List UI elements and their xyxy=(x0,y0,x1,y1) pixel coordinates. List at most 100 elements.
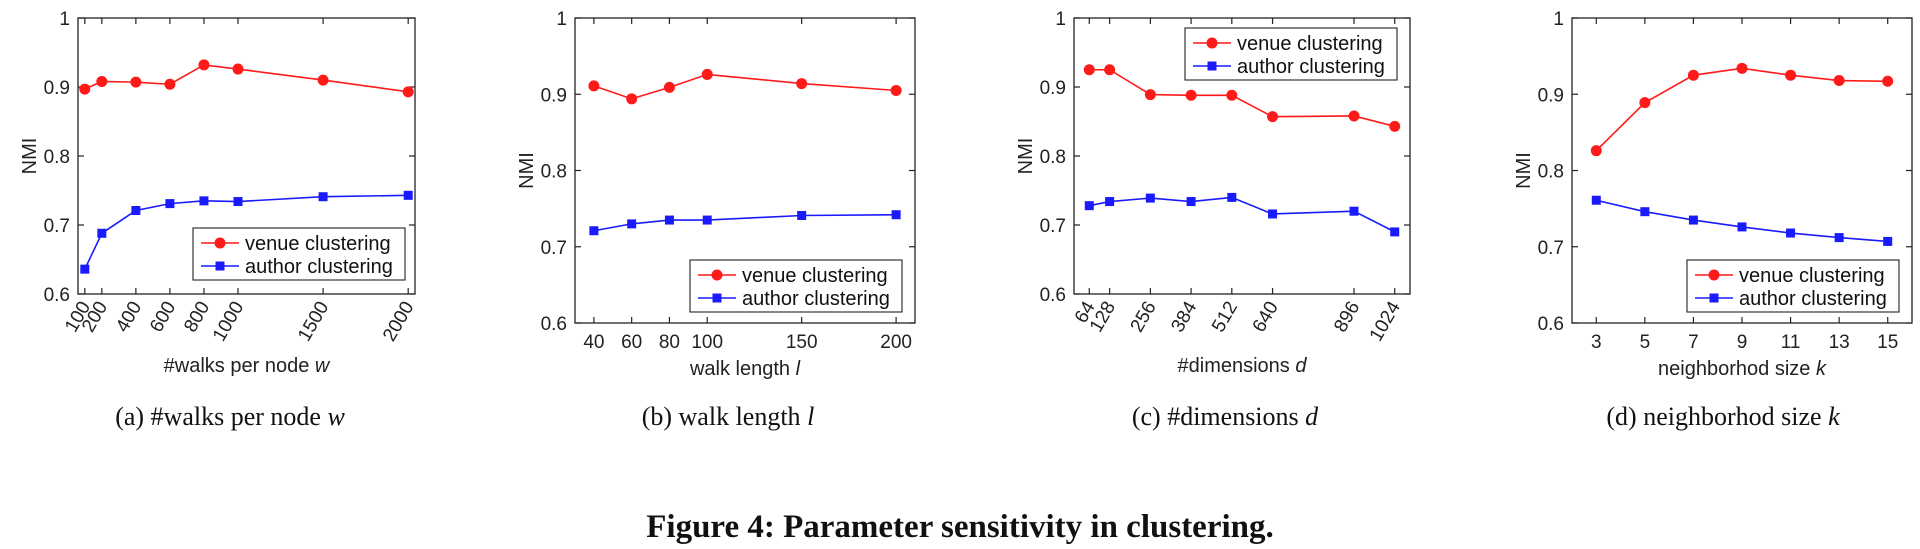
y-tick-label: 0.6 xyxy=(1040,285,1066,306)
y-tick-label: 0.9 xyxy=(1538,85,1564,106)
x-tick-label: 40 xyxy=(583,332,604,353)
y-tick-label: 0.7 xyxy=(44,216,70,237)
x-tick-label: 800 xyxy=(180,298,214,336)
data-point-author xyxy=(1268,209,1278,219)
y-axis-label: NMI xyxy=(516,152,538,189)
data-point-venue xyxy=(1226,89,1238,101)
series-line-author xyxy=(84,194,409,270)
y-tick-label: 1 xyxy=(1055,9,1066,30)
x-axis-label-var: d xyxy=(1295,355,1307,377)
x-axis-label-text: #dimensions xyxy=(1178,355,1296,377)
x-tick-label: 512 xyxy=(1208,298,1242,336)
y-tick-label: 1 xyxy=(1553,9,1564,30)
legend-label: author clustering xyxy=(1237,56,1385,78)
x-tick-label: 3 xyxy=(1591,332,1602,353)
x-tick-label: 400 xyxy=(112,298,146,336)
x-tick-label: 2000 xyxy=(379,298,418,345)
subplot-caption: (d) neighborhod size k xyxy=(1606,402,1840,431)
data-point-venue xyxy=(1687,69,1699,81)
subplot-caption: (b) walk length l xyxy=(642,402,815,431)
caption-text: #walks per node xyxy=(151,402,328,431)
y-tick-label: 0.9 xyxy=(44,78,70,99)
y-tick-label: 0.8 xyxy=(44,147,70,168)
data-point-author xyxy=(233,197,243,207)
x-tick-label: 896 xyxy=(1330,298,1364,336)
x-tick-label: 13 xyxy=(1829,332,1850,353)
y-tick-label: 0.6 xyxy=(1538,314,1564,335)
caption-text: walk length xyxy=(679,402,808,431)
data-point-author xyxy=(1390,227,1400,237)
x-tick-label: 1000 xyxy=(209,298,248,345)
data-point-author xyxy=(403,190,413,200)
legend-marker xyxy=(711,269,723,281)
data-point-venue xyxy=(198,59,210,71)
y-axis-label: NMI xyxy=(1513,152,1535,189)
x-tick-label: 80 xyxy=(659,332,680,353)
legend-label: author clustering xyxy=(742,288,890,310)
figure-title: Figure 4: Parameter sensitivity in clust… xyxy=(646,509,1274,545)
data-point-author xyxy=(1834,233,1844,243)
x-tick-label: 256 xyxy=(1127,298,1161,336)
data-point-author xyxy=(1688,215,1698,225)
series-line-venue xyxy=(84,64,409,93)
legend-marker xyxy=(215,261,225,271)
data-point-venue xyxy=(1104,64,1116,76)
legend-label: venue clustering xyxy=(1237,33,1383,55)
x-tick-label: 100 xyxy=(691,332,723,353)
legend-label: venue clustering xyxy=(742,265,888,287)
data-point-venue xyxy=(1185,89,1197,101)
data-point-venue xyxy=(317,74,329,86)
y-axis-label: NMI xyxy=(19,138,41,175)
x-axis-label-text: #walks per node xyxy=(164,355,315,377)
x-axis-label: #dimensions d xyxy=(1178,355,1308,377)
y-tick-label: 0.7 xyxy=(541,238,567,259)
data-point-author xyxy=(165,199,175,209)
caption-tag: (b) xyxy=(642,402,679,431)
caption-tag: (d) xyxy=(1606,402,1643,431)
data-point-venue xyxy=(1882,75,1894,87)
data-point-author xyxy=(797,210,807,220)
x-tick-label: 640 xyxy=(1249,298,1283,336)
data-point-venue xyxy=(626,93,638,105)
data-point-venue xyxy=(1083,64,1095,76)
x-tick-label: 1024 xyxy=(1366,298,1406,345)
caption-var: k xyxy=(1828,402,1840,431)
data-point-venue xyxy=(1590,145,1602,157)
data-point-author xyxy=(1591,195,1601,205)
x-axis-label-var: w xyxy=(315,355,331,377)
data-point-venue xyxy=(701,68,713,80)
data-point-author xyxy=(1640,207,1650,217)
legend-box xyxy=(1686,259,1900,313)
data-point-author xyxy=(1186,197,1196,207)
x-axis-label-text: walk length xyxy=(689,358,796,380)
data-point-venue xyxy=(1389,120,1401,132)
y-tick-label: 0.8 xyxy=(1040,147,1066,168)
caption-tag: (c) xyxy=(1132,402,1167,431)
x-tick-label: 600 xyxy=(146,298,180,336)
data-point-venue xyxy=(1785,69,1797,81)
subplot-caption: (a) #walks per node w xyxy=(115,402,345,431)
legend-marker xyxy=(1708,269,1720,281)
x-tick-label: 15 xyxy=(1877,332,1898,353)
data-point-author xyxy=(97,228,107,238)
data-point-author xyxy=(131,206,141,216)
legend-label: author clustering xyxy=(1739,288,1887,310)
data-point-author xyxy=(627,219,637,229)
data-point-author xyxy=(318,192,328,202)
x-tick-label: 5 xyxy=(1640,332,1651,353)
subplot-b: 0.6 0.7 0.8 0.9 1 40 60 80 100 150 200 NMI walk leng… xyxy=(516,9,916,431)
caption-text: #dimensions xyxy=(1167,402,1305,431)
series-line-author xyxy=(1089,196,1396,233)
x-axis-label-var: k xyxy=(1816,358,1827,380)
legend-label: venue clustering xyxy=(245,233,391,255)
data-point-venue xyxy=(1348,110,1360,122)
y-tick-label: 1 xyxy=(59,9,70,30)
legend-marker xyxy=(214,237,226,249)
data-point-venue xyxy=(402,86,414,98)
data-point-venue xyxy=(1144,89,1156,101)
